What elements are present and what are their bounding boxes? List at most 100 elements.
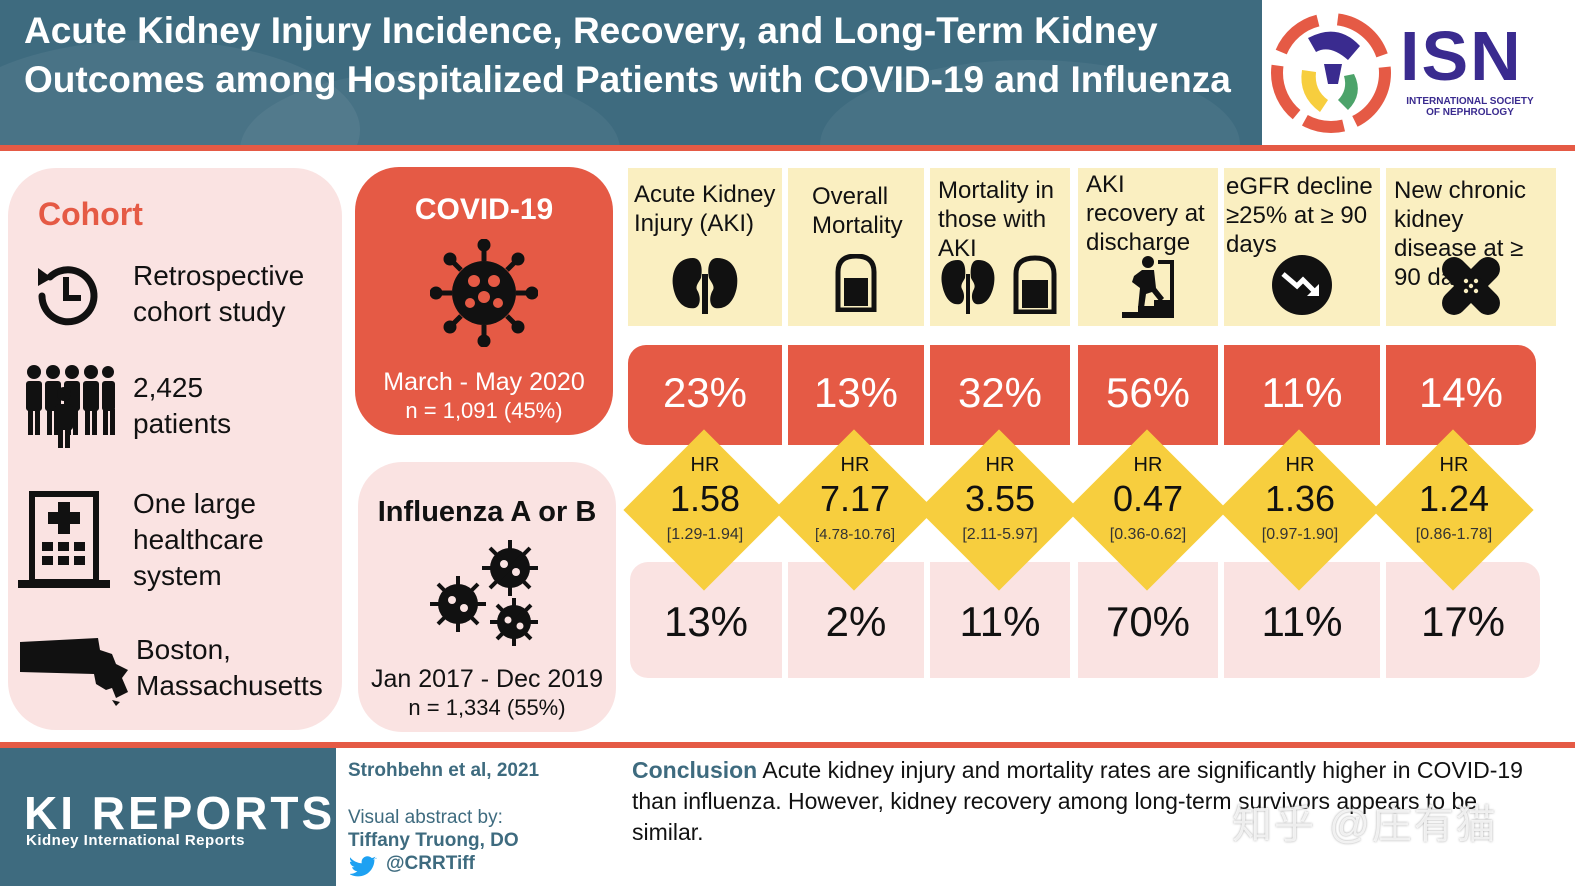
- cohort-item-text: One large healthcare system: [133, 488, 264, 591]
- flu-value: 70%: [1105, 598, 1191, 645]
- hr-label: HR: [1285, 454, 1315, 476]
- covid-value: 14%: [1418, 369, 1504, 416]
- covid-value-cell: 23%: [628, 345, 782, 445]
- isn-logo-subtitle: INTERNATIONAL SOCIETY OF NEPHROLOGY: [1406, 96, 1534, 118]
- outcome-header-aki-recovery: AKI recovery at discharge: [1078, 168, 1218, 326]
- hr-label: HR: [840, 454, 870, 476]
- flu-sample-size: n = 1,334 (55%): [408, 695, 566, 720]
- tombstone-icon: [835, 253, 877, 313]
- outcome-header-mortality-aki: Mortality in those with AKI: [930, 168, 1070, 326]
- hr-confidence-interval: [0.97-1.90]: [1261, 526, 1339, 543]
- covid-value: 13%: [813, 369, 899, 416]
- covid-value-cell: 13%: [788, 345, 924, 445]
- flu-value: 11%: [959, 598, 1041, 645]
- isn-logo-text: ISN: [1400, 17, 1523, 95]
- journal-logo: KI REPORTS Kidney International Reports: [0, 748, 336, 886]
- hazard-ratio-diamond: HR 1.24 [0.86-1.78]: [1372, 429, 1535, 591]
- visual-abstract-label: Visual abstract by:: [348, 807, 503, 828]
- hazard-ratio-diamond: HR 1.58 [1.29-1.94]: [623, 429, 786, 591]
- covid-value: 11%: [1261, 369, 1343, 416]
- hr-value: 0.47: [1112, 478, 1184, 519]
- visual-abstract-author: Tiffany Truong, DO: [348, 830, 519, 851]
- hazard-ratio-diamond: HR 3.55 [2.11-5.97]: [918, 429, 1081, 591]
- hospital-icon: [18, 491, 110, 588]
- flu-value: 17%: [1420, 598, 1506, 645]
- conclusion-label: Conclusion: [632, 757, 758, 783]
- people-group-icon: [26, 365, 115, 448]
- outcome-label: Mortality in those with AKI: [938, 177, 1055, 262]
- covid-value: 56%: [1105, 369, 1191, 416]
- hazard-ratio-diamond: HR 1.36 [0.97-1.90]: [1218, 429, 1381, 591]
- hr-confidence-interval: [0.86-1.78]: [1415, 526, 1493, 543]
- cohort-panel: Cohort Retrospective cohort study 2,425 …: [8, 168, 342, 730]
- hr-value: 7.17: [819, 478, 891, 519]
- flu-value-cell: 11%: [1224, 562, 1380, 678]
- hr-label: HR: [985, 454, 1015, 476]
- hr-label: HR: [1439, 454, 1469, 476]
- footer-divider: [0, 742, 1575, 748]
- twitter-handle[interactable]: @CRRTiff: [386, 853, 475, 874]
- isn-logo: ISN INTERNATIONAL SOCIETY OF NEPHROLOGY: [1262, 0, 1575, 145]
- outcome-label: eGFR decline ≥25% at ≥ 90 days: [1226, 173, 1373, 258]
- hr-label: HR: [1133, 454, 1163, 476]
- covid-value: 32%: [957, 369, 1043, 416]
- page-title: Acute Kidney Injury Incidence, Recovery,…: [24, 10, 1231, 100]
- header-banner: Acute Kidney Injury Incidence, Recovery,…: [0, 0, 1575, 145]
- covid-title: COVID-19: [414, 193, 554, 226]
- massachusetts-map-icon: [20, 638, 128, 706]
- hr-value: 1.24: [1418, 478, 1490, 519]
- covid-sample-size: n = 1,091 (45%): [405, 398, 563, 423]
- isn-globe-icon: [1271, 13, 1391, 133]
- hr-value: 1.58: [669, 478, 741, 519]
- covid-value-cell: 11%: [1224, 345, 1380, 445]
- twitter-icon: [350, 856, 377, 877]
- cohort-item-text: Boston, Massachusetts: [136, 634, 323, 701]
- watermark: 知乎 @庄有猫: [1232, 803, 1498, 847]
- flu-value: 13%: [663, 598, 749, 645]
- flu-title: Influenza A or B: [377, 496, 597, 528]
- outcome-header-ckd: New chronic kidney disease at ≥ 90 days: [1386, 168, 1556, 326]
- hr-confidence-interval: [0.36-0.62]: [1109, 526, 1187, 543]
- viruses-icon: [430, 540, 538, 646]
- cohort-title: Cohort: [38, 196, 143, 232]
- header-divider: [0, 145, 1575, 151]
- history-clock-icon: [38, 266, 98, 326]
- outcome-header-aki: Acute Kidney Injury (AKI): [628, 168, 782, 326]
- outcome-header-egfr: eGFR decline ≥25% at ≥ 90 days: [1224, 168, 1380, 326]
- covid-dates: March - May 2020: [383, 368, 585, 396]
- hr-label: HR: [690, 454, 720, 476]
- conclusion-body: Acute kidney injury and mortality rates …: [632, 757, 1523, 845]
- decline-arrow-icon: [1272, 255, 1332, 315]
- hr-confidence-interval: [4.78-10.76]: [814, 526, 896, 543]
- citation: Strohbehn et al, 2021: [348, 760, 540, 781]
- conclusion-text: Conclusion Acute kidney injury and morta…: [632, 755, 1532, 848]
- journal-title: KI REPORTS: [24, 787, 336, 839]
- journal-subtitle: Kidney International Reports: [26, 832, 246, 849]
- hazard-ratio-diamond: HR 7.17 [4.78-10.76]: [773, 429, 936, 591]
- climbing-stairs-icon: [1122, 256, 1174, 318]
- cohort-item-text: Retrospective cohort study: [133, 260, 305, 327]
- cohort-item-text: 2,425 patients: [133, 372, 232, 439]
- virus-icon: [430, 239, 538, 347]
- flu-value: 2%: [825, 598, 887, 645]
- flu-group-box: Influenza A or B Jan 2017 - Dec 2019 n =…: [358, 462, 616, 732]
- covid-value: 23%: [662, 369, 748, 416]
- outcome-label: Overall Mortality: [812, 183, 903, 239]
- hr-confidence-interval: [2.11-5.97]: [962, 526, 1038, 543]
- covid-group-box: COVID-19 March - May 2020 n = 1,091 (45%…: [355, 167, 613, 435]
- covid-value-cell: 56%: [1078, 345, 1218, 445]
- hr-confidence-interval: [1.29-1.94]: [666, 526, 744, 543]
- kidneys-tombstone-icon: [941, 255, 1057, 315]
- covid-value-cell: 14%: [1386, 345, 1536, 445]
- hr-value: 1.36: [1264, 478, 1336, 519]
- hr-value: 3.55: [964, 478, 1036, 519]
- flu-value: 11%: [1261, 598, 1343, 645]
- covid-value-cell: 32%: [930, 345, 1070, 445]
- kidneys-icon: [672, 258, 738, 314]
- outcome-label: Acute Kidney Injury (AKI): [634, 181, 776, 237]
- hazard-ratio-diamond: HR 0.47 [0.36-0.62]: [1066, 429, 1229, 591]
- outcome-header-mortality: Overall Mortality: [788, 168, 924, 326]
- outcome-label: AKI recovery at discharge: [1086, 171, 1205, 256]
- flu-value-cell: 17%: [1386, 562, 1540, 678]
- flu-dates: Jan 2017 - Dec 2019: [370, 665, 604, 693]
